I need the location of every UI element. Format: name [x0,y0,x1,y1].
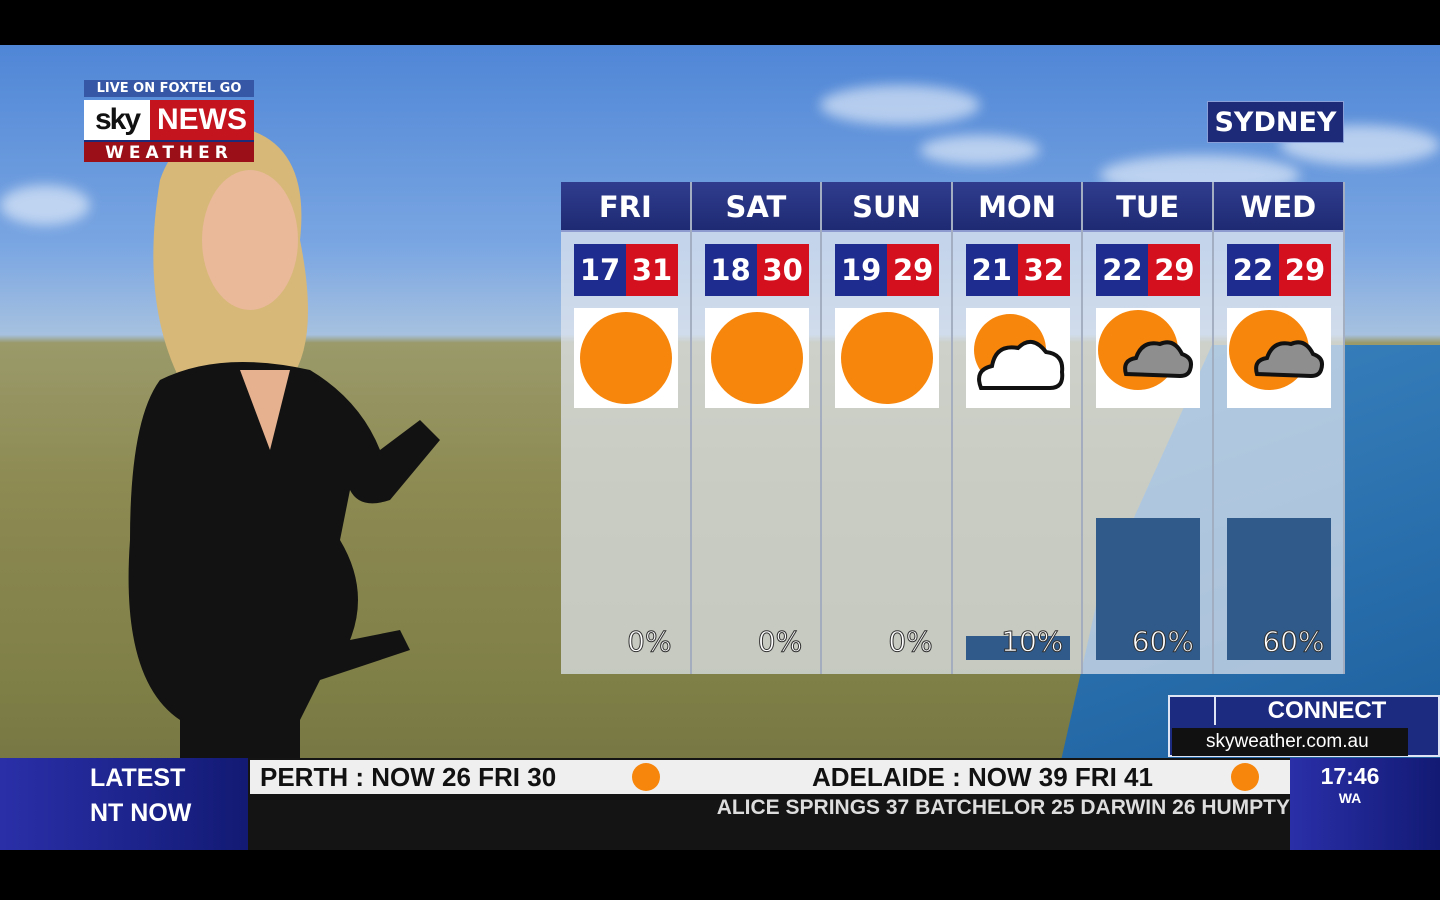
rain-chance: 60% [1262,625,1325,659]
max-temp: 31 [626,244,678,296]
nt-now-label: NT NOW [90,799,192,827]
max-temp: 29 [887,244,940,296]
day-label: WED [1213,182,1343,232]
temperature-box: 22 29 [1226,244,1331,296]
sun-shape [580,312,672,404]
adelaide-weather: ADELAIDE : NOW 39 FRI 41 [812,762,1153,792]
day-label: FRI [561,182,690,232]
city-label: SYDNEY [1207,101,1344,143]
forecast-day-tue: TUE 22 29 60% [1083,182,1214,674]
forecast-panel: FRI 17 31 0% SAT 18 30 0% SUN 19 29 0% MON 21 3… [561,182,1345,674]
rain-chance: 0% [888,625,933,659]
ticker-labels: LATEST NT NOW [0,758,248,850]
sun-shape [841,312,934,404]
min-temp: 22 [1226,244,1279,296]
sun-icon [704,308,809,408]
sun-icon [1231,763,1259,791]
day-label: SAT [691,182,821,232]
latest-strip: PERTH : NOW 26 FRI 30 ADELAIDE : NOW 39 … [250,760,1290,794]
partly-cloudy-icon [965,308,1070,408]
clock: 17:46 WA [1290,758,1440,850]
rain-chance: 0% [757,625,803,659]
news-wordmark: NEWS [150,100,254,140]
temperature-box: 19 29 [835,244,940,296]
rain-chance: 0% [627,625,672,659]
min-temp: 22 [1096,244,1149,296]
rain-chance-bar [965,636,1070,660]
clock-time: 17:46 [1320,763,1380,789]
day-label: SUN [822,182,951,232]
nt-scroll: ALICE SPRINGS 37 BATCHELOR 25 DARWIN 26 … [716,796,1290,819]
sun-icon [632,763,660,791]
max-temp: 29 [1278,244,1331,296]
latest-label: LATEST [90,764,186,792]
min-temp: 18 [704,244,757,296]
perth-weather: PERTH : NOW 26 FRI 30 [260,762,557,792]
forecast-day-mon: MON 21 32 10% [952,182,1084,674]
weather-wordmark: WEATHER [84,140,254,163]
connect-title: CONNECT [1214,697,1438,725]
foxtel-go-label: LIVE ON FOXTEL GO [84,80,254,97]
forecast-day-sat: SAT 18 30 0% [691,182,823,674]
presenter [128,128,440,810]
day-label: TUE [1083,182,1212,232]
min-temp: 17 [574,244,626,296]
forecast-day-fri: FRI 17 31 0% [561,182,692,674]
temperature-box: 21 32 [965,244,1070,296]
max-temp: 30 [756,244,809,296]
min-temp: 21 [965,244,1018,296]
max-temp: 32 [1017,244,1070,296]
connect-box: CONNECT skyweather.com.au [1168,695,1440,757]
partly-cloudy-grey-icon [1096,308,1201,408]
sun-icon [835,308,940,408]
rain-chance-bar [1096,517,1201,660]
rain-chance: 60% [1131,625,1194,659]
sky-wordmark: sky [84,100,150,140]
rain-chance: 10% [1001,625,1064,659]
temperature-box: 22 29 [1096,244,1201,296]
sun-icon [574,308,678,408]
sky-news-weather-logo: LIVE ON FOXTEL GO sky NEWS WEATHER [84,80,254,163]
max-temp: 29 [1148,244,1201,296]
website-link[interactable]: skyweather.com.au [1172,728,1408,756]
forecast-day-sun: SUN 19 29 0% [822,182,953,674]
temperature-box: 17 31 [574,244,678,296]
day-label: MON [952,182,1082,232]
sun-shape [710,312,803,404]
partly-cloudy-grey-icon [1226,308,1331,408]
news-ticker: LATEST NT NOW PERTH : NOW 26 FRI 30 ADEL… [0,758,1440,850]
clock-timezone: WA [1338,790,1362,806]
rain-chance-bar [1226,517,1331,660]
forecast-day-wed: WED 22 29 60% [1213,182,1345,674]
temperature-box: 18 30 [704,244,809,296]
min-temp: 19 [835,244,888,296]
